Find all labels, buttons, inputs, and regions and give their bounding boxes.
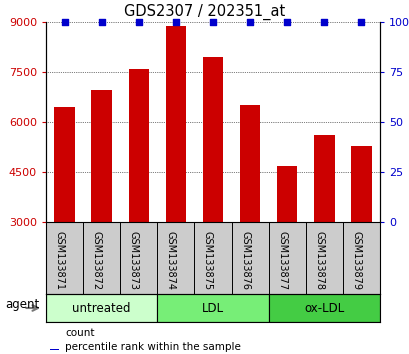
Text: LDL: LDL [202, 302, 223, 314]
Bar [91, 90, 112, 322]
Bar [128, 69, 148, 322]
Bar [239, 105, 260, 322]
Bar [50, 335, 59, 336]
Text: GSM133878: GSM133878 [314, 231, 324, 290]
Point [320, 19, 327, 25]
Bar [46, 294, 157, 322]
Text: GSM133877: GSM133877 [276, 231, 287, 290]
Text: GSM133874: GSM133874 [166, 231, 175, 290]
Point [357, 19, 364, 25]
Text: GSM133871: GSM133871 [54, 231, 64, 290]
Point [61, 19, 67, 25]
Text: GSM133873: GSM133873 [128, 231, 138, 290]
Text: GSM133872: GSM133872 [92, 231, 101, 290]
Point [209, 19, 216, 25]
Point [98, 19, 105, 25]
Text: ox-LDL: ox-LDL [303, 302, 344, 314]
Text: agent: agent [6, 298, 40, 311]
Point [283, 19, 290, 25]
Text: GSM133879: GSM133879 [351, 231, 361, 290]
Bar [50, 349, 59, 350]
Point [246, 19, 253, 25]
Text: GDS2307 / 202351_at: GDS2307 / 202351_at [124, 4, 285, 20]
Text: count: count [65, 327, 94, 338]
Text: GSM133876: GSM133876 [240, 231, 249, 290]
Bar [202, 57, 222, 322]
Bar [165, 26, 186, 322]
Bar [268, 294, 379, 322]
Bar [54, 107, 74, 322]
Bar [313, 135, 334, 322]
Text: percentile rank within the sample: percentile rank within the sample [65, 342, 240, 352]
Bar [351, 146, 371, 322]
Bar [157, 294, 268, 322]
Bar [276, 166, 297, 322]
Text: GSM133875: GSM133875 [202, 231, 213, 290]
Text: untreated: untreated [72, 302, 130, 314]
Point [135, 19, 142, 25]
Point [172, 19, 179, 25]
